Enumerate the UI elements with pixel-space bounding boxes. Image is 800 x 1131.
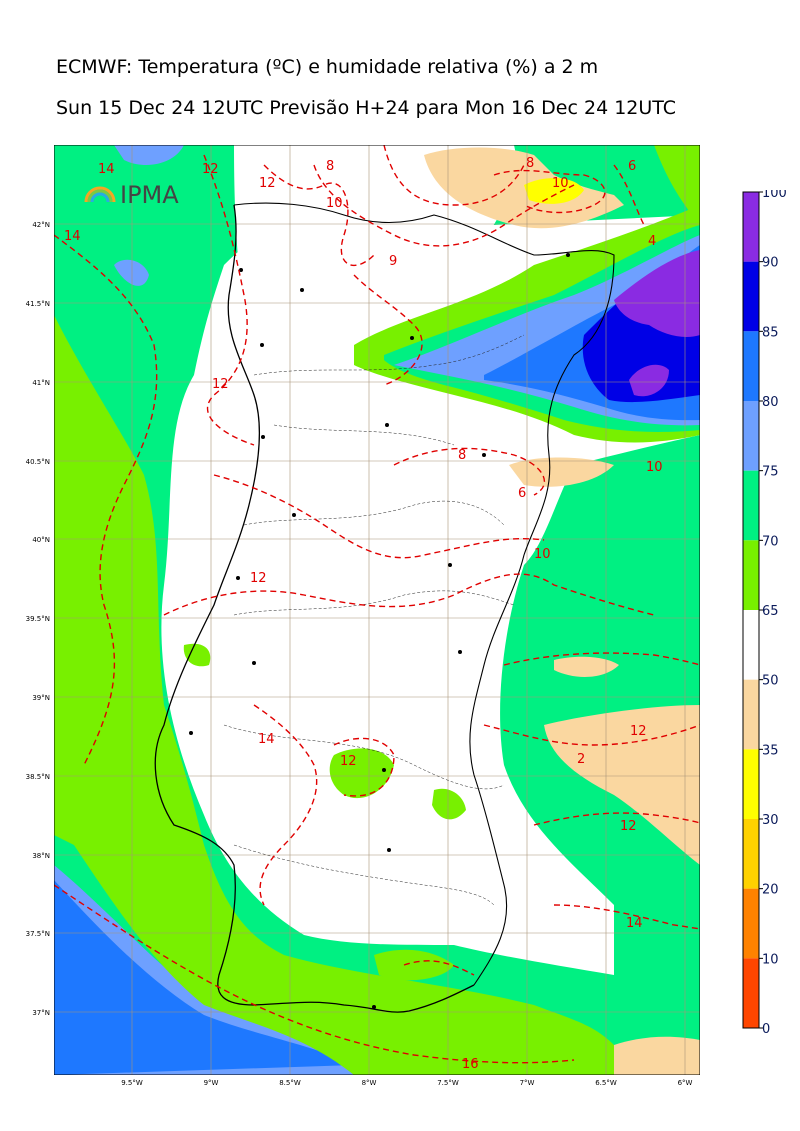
- lat-label: 39.5°N: [26, 615, 50, 623]
- ipma-logo: IPMA: [84, 181, 179, 209]
- contour-label: 6: [518, 486, 526, 501]
- chart-title: ECMWF: Temperatura (ºC) e humidade relat…: [56, 56, 599, 78]
- contour-label: 12: [250, 571, 267, 586]
- border-spain: [233, 202, 615, 986]
- city-markers: [189, 253, 570, 1009]
- contour-label: 14: [258, 732, 275, 747]
- contour-label: 12: [340, 754, 357, 769]
- lon-label: 7.5°W: [437, 1079, 459, 1087]
- colorbar-tick-label: 65: [762, 604, 779, 619]
- contour-label: 14: [98, 162, 115, 177]
- lat-label: 41.5°N: [26, 300, 50, 308]
- lon-label: 6°W: [678, 1079, 693, 1087]
- logo-text: IPMA: [120, 181, 179, 209]
- contour-label: 8: [458, 448, 466, 463]
- chart-subtitle: Sun 15 Dec 24 12UTC Previsão H+24 para M…: [56, 97, 677, 119]
- colorbar-band: [743, 470, 759, 541]
- lon-label: 6.5°W: [595, 1079, 617, 1087]
- colorbar-band: [743, 261, 759, 332]
- coastline: [154, 204, 475, 1013]
- forecast-map: 14 12 12 8 10 8 6 10 4 14 12 9 8 10 6 10…: [54, 145, 700, 1075]
- lat-label: 40.5°N: [26, 458, 50, 466]
- colorbar-band: [743, 679, 759, 750]
- contour-label: 6: [628, 159, 636, 174]
- colorbar-band: [743, 819, 759, 889]
- colorbar-tick-label: 35: [762, 743, 779, 758]
- contour-label: 10: [646, 460, 663, 475]
- lon-label: 8.5°W: [279, 1079, 301, 1087]
- colorbar-tick-label: 75: [762, 465, 779, 480]
- lat-label: 42°N: [32, 221, 50, 229]
- contour-label: 10: [534, 547, 551, 562]
- colorbar-tick-label: 90: [762, 256, 779, 271]
- contour-label: 10: [552, 176, 569, 191]
- contour-label-group: 14 12 12 8 10 8 6 10 4 14 12 9 8 10 6 10…: [64, 156, 663, 1072]
- lat-label: 37.5°N: [26, 930, 50, 938]
- colorbar-tick-label: 85: [762, 325, 779, 340]
- contour-label: 4: [648, 234, 656, 249]
- humidity-field-65: [54, 315, 614, 1075]
- contour-label: 12: [202, 162, 219, 177]
- contour-label: 12: [630, 724, 647, 739]
- lat-label: 41°N: [32, 379, 50, 387]
- colorbar-band: [743, 192, 759, 262]
- lat-label: 38°N: [32, 852, 50, 860]
- contour-label: 8: [526, 156, 534, 171]
- colorbar-band: [743, 749, 759, 819]
- humidity-field-80-sw: [54, 880, 354, 1075]
- contour-label: 8: [326, 159, 334, 174]
- contour-label: 12: [212, 377, 229, 392]
- colorbar-band: [743, 888, 759, 959]
- district-boundaries: [223, 334, 525, 906]
- temperature-contours: [54, 145, 700, 1064]
- latitude-axis: 42°N 41.5°N 41°N 40.5°N 40°N 39.5°N 39°N…: [26, 221, 50, 1017]
- colorbar-tick-label: 100: [762, 190, 787, 201]
- colorbar-tick-label: 10: [762, 952, 779, 967]
- longitude-axis: 9.5°W 9°W 8.5°W 8°W 7.5°W 7°W 6.5°W 6°W: [121, 1079, 693, 1087]
- contour-label: 14: [626, 916, 643, 931]
- colorbar-tick-label: 80: [762, 395, 779, 410]
- contour-label: 12: [620, 819, 637, 834]
- colorbar-band: [743, 958, 759, 1028]
- lon-label: 9.5°W: [121, 1079, 143, 1087]
- lat-label: 40°N: [32, 536, 50, 544]
- colorbar-band: [743, 331, 759, 401]
- lat-label: 37°N: [32, 1009, 50, 1017]
- contour-label: 10: [326, 196, 343, 211]
- lat-label: 39°N: [32, 694, 50, 702]
- colorbar-tick-label: 0: [762, 1022, 770, 1035]
- colorbar-bands: [743, 192, 759, 1028]
- contour-label: 12: [259, 176, 276, 191]
- lon-label: 9°W: [204, 1079, 219, 1087]
- colorbar-tick-label: 20: [762, 883, 779, 898]
- lon-label: 7°W: [520, 1079, 535, 1087]
- contour-label: 2: [577, 752, 585, 767]
- colorbar-tick-label: 70: [762, 534, 779, 549]
- humidity-field-90: [614, 250, 700, 337]
- humidity-field-30-35: [524, 178, 584, 204]
- lon-label: 8°W: [362, 1079, 377, 1087]
- contour-label: 16: [462, 1057, 479, 1072]
- colorbar-band: [743, 401, 759, 471]
- colorbar-tick-label: 50: [762, 674, 779, 689]
- colorbar-tick-label: 30: [762, 813, 779, 828]
- ipma-rainbow-icon: [84, 186, 116, 203]
- humidity-field-35-50: [424, 147, 624, 229]
- contour-label: 14: [64, 229, 81, 244]
- colorbar-band: [743, 610, 759, 680]
- contour-label: 9: [389, 254, 397, 269]
- lat-label: 38.5°N: [26, 773, 50, 781]
- colorbar-band: [743, 540, 759, 610]
